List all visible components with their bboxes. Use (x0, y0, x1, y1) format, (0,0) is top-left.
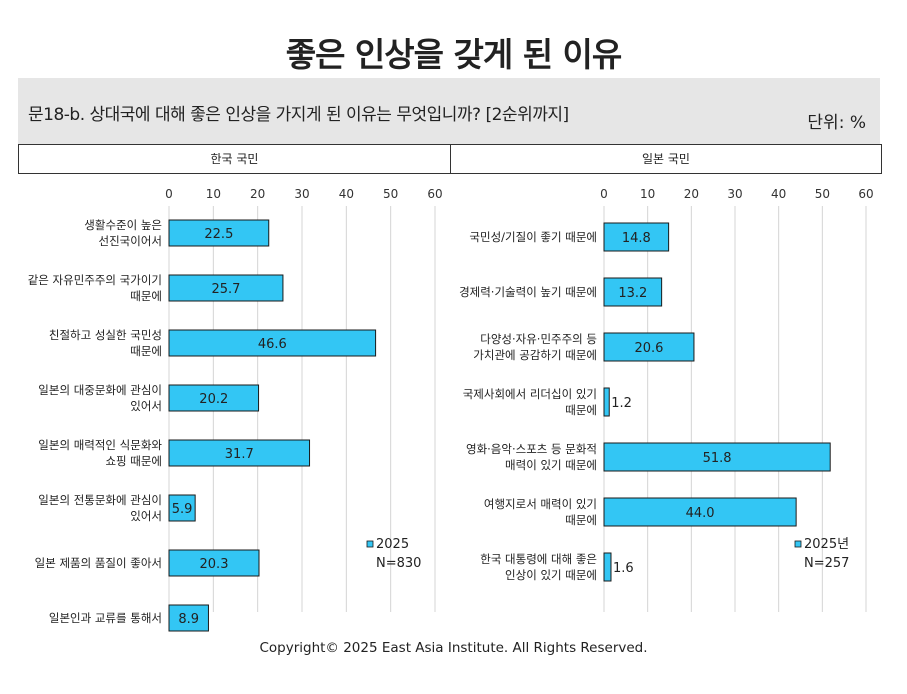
tick-label: 50 (815, 187, 830, 201)
data-label: 13.2 (618, 286, 647, 301)
category-label: 한국 대통령에 대해 좋은 인상이 있기 때문에 (480, 552, 597, 582)
legend-n: N=257 (804, 556, 849, 571)
category-label: 다양성·자유·민주주의 등 가치관에 공감하기 때문에 (473, 332, 597, 362)
data-label: 51.8 (703, 451, 732, 466)
category-label: 생활수준이 높은 선진국이어서 (84, 218, 162, 248)
tick-label: 60 (427, 187, 442, 201)
legend-label: 2025 (376, 537, 409, 552)
bar (168, 329, 377, 357)
category-label: 일본의 매력적인 식문화와 쇼핑 때문에 (38, 438, 162, 468)
category-label: 일본의 대중문화에 관심이 있어서 (38, 383, 162, 413)
category-label: 일본 제품의 품질이 좋아서 (35, 556, 162, 570)
tick-label: 10 (640, 187, 655, 201)
tick-label: 40 (771, 187, 786, 201)
bar (168, 384, 260, 412)
data-label: 1.6 (613, 561, 634, 576)
category-label: 같은 자유민주주의 국가이기 때문에 (28, 273, 162, 303)
bar (168, 604, 209, 632)
tick-label: 10 (206, 187, 221, 201)
legend-label: 2025년 (804, 537, 849, 552)
data-label: 5.9 (172, 502, 193, 517)
copyright: Copyright© 2025 East Asia Institute. All… (259, 640, 648, 656)
category-label: 일본인과 교류를 통해서 (49, 611, 162, 625)
bar (603, 387, 610, 417)
category-label: 국민성/기질이 좋기 때문에 (469, 230, 597, 244)
panel-header-korea: 한국 국민 (18, 144, 451, 174)
tick-label: 20 (684, 187, 699, 201)
data-label: 44.0 (686, 506, 715, 521)
category-label: 경제력·기술력이 높기 때문에 (459, 285, 597, 299)
bar (168, 439, 311, 467)
data-label: 1.2 (611, 396, 632, 411)
bar (603, 497, 797, 527)
category-label: 친절하고 성실한 국민성 때문에 (49, 328, 162, 358)
category-label: 여행지로서 매력이 있기 때문에 (484, 497, 597, 527)
bar (168, 219, 270, 247)
legend-n: N=830 (376, 556, 421, 571)
category-label: 일본의 전통문화에 관심이 있어서 (38, 493, 162, 523)
tick-label: 0 (600, 187, 608, 201)
tick-label: 30 (727, 187, 742, 201)
legend-swatch (794, 540, 802, 548)
panel-header-japan: 일본 국민 (450, 144, 882, 174)
data-label: 8.9 (178, 612, 199, 627)
legend-swatch (366, 540, 374, 548)
data-label: 25.7 (211, 282, 240, 297)
category-label: 영화·음악·스포츠 등 문화적 매력이 있기 때문에 (466, 442, 597, 472)
category-label: 국제사회에서 리더십이 있기 때문에 (463, 387, 597, 417)
data-label: 31.7 (225, 447, 254, 462)
bar (168, 549, 260, 577)
tick-label: 40 (339, 187, 354, 201)
data-label: 20.2 (199, 392, 228, 407)
bar (603, 277, 663, 307)
bar (603, 442, 831, 472)
question-text: 문18-b. 상대국에 대해 좋은 인상을 가지게 된 이유는 무엇입니까? [… (28, 105, 569, 125)
tick-label: 0 (165, 187, 173, 201)
tick-label: 20 (250, 187, 265, 201)
tick-label: 60 (858, 187, 873, 201)
data-label: 46.6 (258, 337, 287, 352)
bar (168, 494, 196, 522)
data-label: 20.3 (200, 557, 229, 572)
bar (603, 332, 695, 362)
bar (603, 552, 612, 582)
tick-label: 50 (383, 187, 398, 201)
bar (603, 222, 670, 252)
question-bar: 문18-b. 상대국에 대해 좋은 인상을 가지게 된 이유는 무엇입니까? [… (18, 78, 880, 144)
tick-label: 30 (294, 187, 309, 201)
data-label: 20.6 (635, 341, 664, 356)
unit-label: 단위: % (807, 113, 866, 133)
page-title: 좋은 인상을 갖게 된 이유 (285, 35, 623, 74)
data-label: 14.8 (622, 231, 651, 246)
data-label: 22.5 (204, 227, 233, 242)
bar (168, 274, 284, 302)
